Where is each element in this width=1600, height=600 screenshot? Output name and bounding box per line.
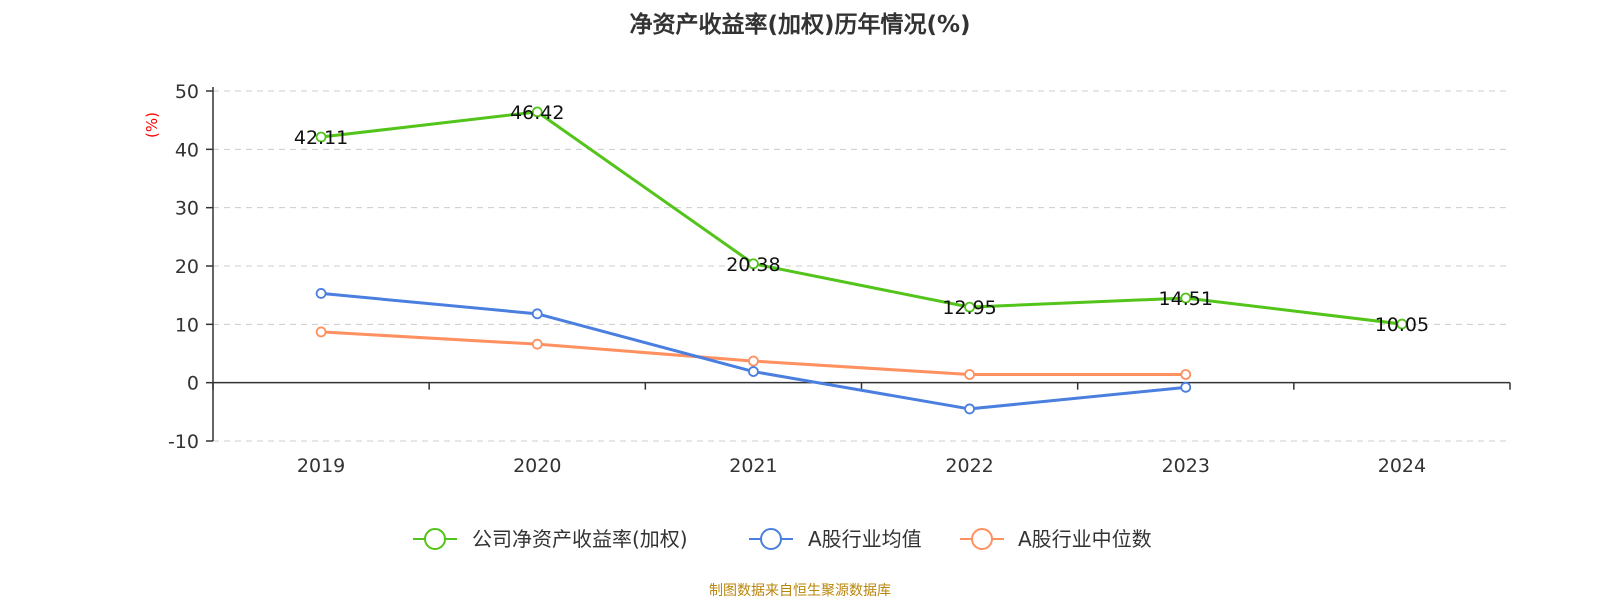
- data-point: [1396, 318, 1408, 330]
- data-point: [1180, 381, 1192, 393]
- data-point: [964, 301, 975, 313]
- data-label: 42.11: [294, 127, 348, 149]
- source-note: 制图数据来自恒生聚源数据库: [709, 583, 891, 599]
- x-tick-label: 2021: [729, 455, 777, 477]
- x-tick-label: 2020: [513, 455, 561, 477]
- legend-swatch-marker: [424, 528, 446, 550]
- y-tick-label: 0: [187, 373, 199, 395]
- legend-item[interactable]: A股行业均值: [749, 527, 922, 551]
- x-tick-label: 2022: [945, 455, 993, 477]
- data-label: 14.51: [1159, 288, 1213, 310]
- y-tick-label: 20: [175, 256, 199, 278]
- grid-lines: [213, 90, 1510, 442]
- data-point: [748, 355, 759, 367]
- y-tick-label: 10: [175, 314, 199, 336]
- data-point: [748, 366, 759, 377]
- y-tick-label: 40: [175, 139, 199, 161]
- series-lines: [315, 106, 1408, 415]
- chart-title: 净资产收益率(加权)历年情况(%): [629, 12, 971, 38]
- y-tick-label: 50: [175, 81, 199, 103]
- legend-label: A股行业中位数: [1018, 527, 1152, 551]
- data-point: [531, 338, 543, 350]
- data-point: [531, 308, 543, 320]
- y-tick-label: -10: [168, 431, 199, 453]
- data-point: [748, 258, 759, 270]
- legend-item[interactable]: A股行业中位数: [960, 527, 1152, 551]
- data-point: [315, 288, 327, 299]
- x-tick-label: 2019: [297, 455, 345, 477]
- data-point: [315, 131, 327, 143]
- legend-label: A股行业均值: [808, 527, 922, 551]
- x-tick-label: 2024: [1378, 455, 1426, 477]
- data-point: [964, 403, 975, 415]
- data-point: [1180, 292, 1192, 304]
- axes: 50 40 30 20 10 0 -10 2019 2020 2021 2022 2023 2024: [168, 81, 1511, 477]
- data-point: [1180, 369, 1192, 380]
- y-tick-label: 30: [175, 198, 199, 220]
- legend-item[interactable]: 公司净资产收益率(加权): [413, 527, 688, 551]
- data-point: [315, 326, 327, 338]
- data-label: 10.05: [1375, 314, 1429, 336]
- y-axis-unit-label: (%): [143, 112, 161, 138]
- series-line-0: [320, 110, 1403, 326]
- data-point: [964, 369, 975, 380]
- data-labels: 42.11 46.42 20.38 12.95 14.51 10.05: [294, 102, 1429, 336]
- data-point: [531, 106, 543, 118]
- data-label: 20.38: [726, 254, 780, 276]
- legend-swatch-marker: [971, 528, 993, 550]
- legend[interactable]: 公司净资产收益率(加权) A股行业均值 A股行业中位数: [413, 527, 1152, 551]
- legend-swatch-marker: [760, 528, 782, 550]
- data-label: 12.95: [942, 297, 996, 319]
- legend-label: 公司净资产收益率(加权): [472, 527, 688, 551]
- x-tick-label: 2023: [1162, 455, 1210, 477]
- series-line-1: [320, 291, 1186, 411]
- data-label: 46.42: [510, 102, 564, 124]
